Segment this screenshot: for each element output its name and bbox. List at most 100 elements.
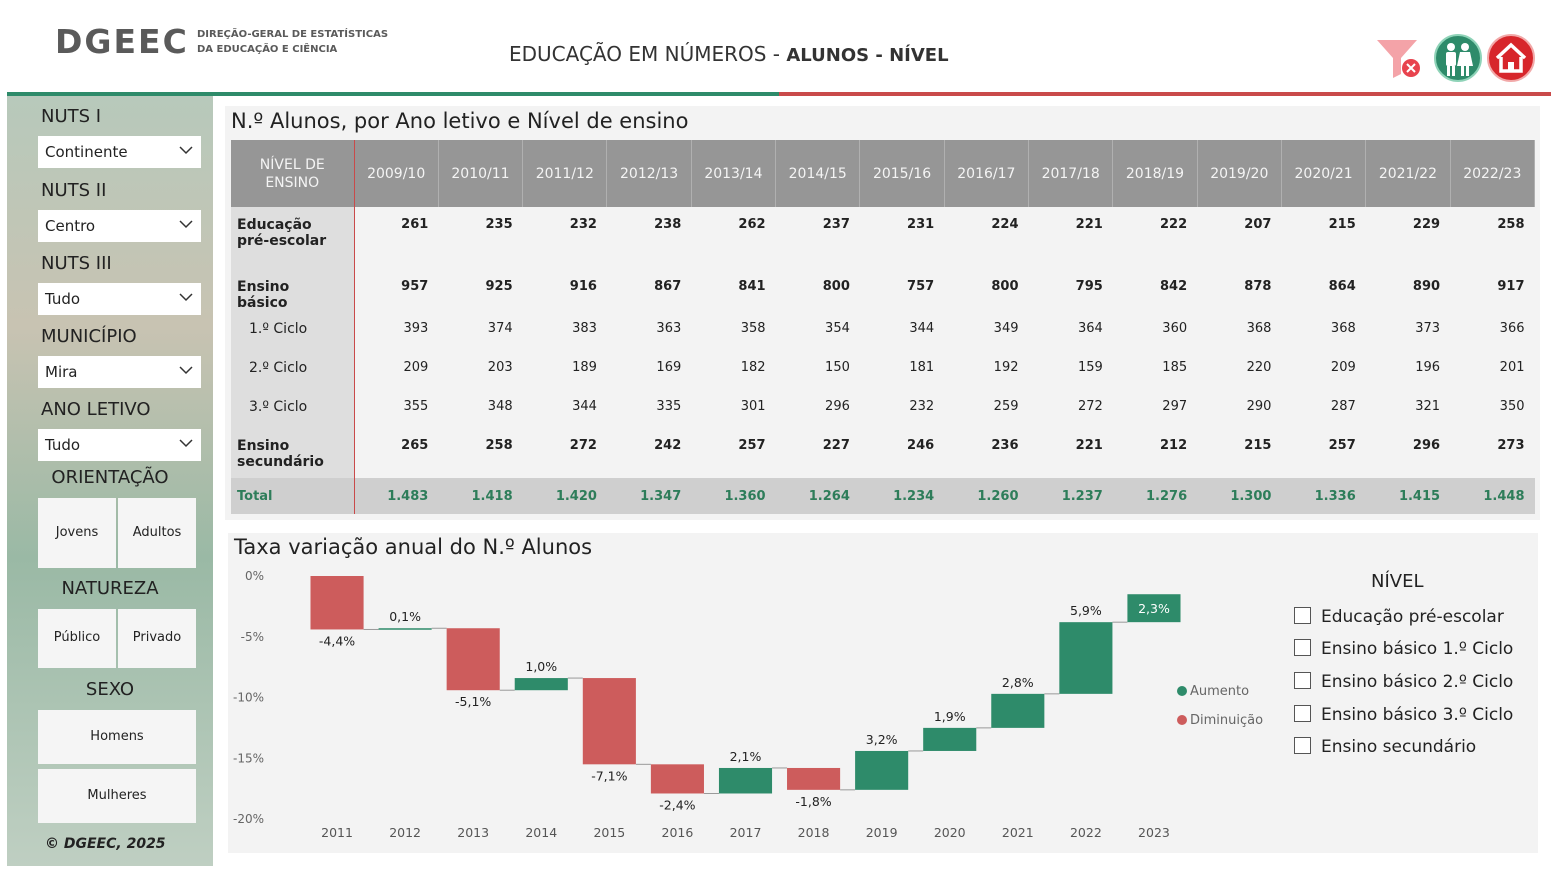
table-cell: 360 (1162, 321, 1188, 336)
nivel-option-basico-1[interactable]: Ensino básico 1.º Ciclo (1294, 639, 1513, 659)
column-header: 2012/13 (606, 140, 692, 207)
people-button[interactable] (1434, 34, 1482, 82)
home-icon (1495, 42, 1527, 73)
nivel-option-pre-escolar[interactable]: Educação pré-escolar (1294, 607, 1504, 627)
table-cell: 212 (1159, 438, 1188, 453)
table-cell: 800 (822, 279, 850, 294)
data-label: -4,4% (319, 633, 355, 648)
clear-filters-button[interactable] (1373, 34, 1421, 82)
table-cell: 196 (1415, 360, 1441, 375)
table-cell: 368 (1246, 321, 1272, 336)
nivel-option-basico-3[interactable]: Ensino básico 3.º Ciclo (1294, 705, 1513, 725)
ano-letivo-selected: Tudo (45, 436, 81, 454)
table-cell: 890 (1412, 279, 1441, 294)
row-header: 2.º Ciclo (231, 350, 355, 389)
legend-marker-decrease (1177, 715, 1187, 725)
page-title: EDUCAÇÃO EM NÚMEROS - ALUNOS - NÍVEL (509, 42, 949, 66)
data-label: 1,0% (525, 659, 557, 674)
table-cell: 297 (1162, 399, 1188, 414)
filter-sidebar: NUTS I Continente NUTS II Centro NUTS II… (7, 96, 213, 866)
table-cell: 261 (401, 217, 429, 232)
y-tick-label: -5% (241, 630, 264, 644)
table-cell: 364 (1077, 321, 1103, 336)
table-cell: 1.420 (522, 478, 607, 514)
table-cell: 1.415 (1365, 478, 1451, 514)
table-cell: 1.264 (775, 478, 860, 514)
nivel-option-secundario[interactable]: Ensino secundário (1294, 737, 1476, 757)
nivel-option-basico-2[interactable]: Ensino básico 2.º Ciclo (1294, 672, 1513, 692)
table-cell: 246 (907, 438, 935, 453)
table-cell: 916 (569, 279, 597, 294)
nuts3-label: NUTS III (41, 253, 112, 274)
table-cell: 215 (1328, 217, 1356, 232)
checkbox[interactable] (1294, 672, 1311, 689)
waterfall-bar (991, 693, 1045, 728)
nuts2-dropdown[interactable]: Centro (38, 210, 201, 242)
table-cell: 227 (822, 438, 850, 453)
table-cell: 185 (1162, 360, 1188, 375)
waterfall-bar (1059, 622, 1113, 694)
checkbox[interactable] (1294, 639, 1311, 656)
chevron-down-icon (179, 293, 193, 302)
table-cell: 393 (403, 321, 429, 336)
table-cell: 350 (1499, 399, 1525, 414)
column-header: 2014/15 (775, 140, 861, 207)
table-cell: 262 (738, 217, 766, 232)
municipio-value: Mira (45, 363, 78, 381)
legend-marker-increase (1177, 686, 1187, 696)
orientacao-jovens-button[interactable]: Jovens (38, 498, 116, 568)
header: DGEEC DIREÇÃO-GERAL DE ESTATÍSTICAS DA E… (7, 0, 1551, 92)
natureza-privado-button[interactable]: Privado (118, 609, 196, 668)
nuts1-label: NUTS I (41, 106, 102, 127)
table-cell: 349 (993, 321, 1019, 336)
ano-letivo-dropdown[interactable]: Tudo (38, 429, 201, 461)
table-cell: 290 (1246, 399, 1272, 414)
checkbox[interactable] (1294, 705, 1311, 722)
table-cell: 201 (1499, 360, 1525, 375)
table-cell: 1.418 (438, 478, 523, 514)
table-cell: 335 (656, 399, 682, 414)
checkbox[interactable] (1294, 737, 1311, 754)
sexo-homens-button[interactable]: Homens (38, 710, 196, 764)
nuts1-dropdown[interactable]: Continente (38, 136, 201, 168)
table-cell: 296 (1412, 438, 1441, 453)
orientacao-adultos-button[interactable]: Adultos (118, 498, 196, 568)
y-tick-label: -20% (233, 812, 264, 826)
table-title: N.º Alunos, por Ano letivo e Nível de en… (231, 109, 689, 133)
waterfall-bar (310, 576, 364, 630)
x-tick-label: 2020 (934, 825, 966, 840)
nuts3-dropdown[interactable]: Tudo (38, 283, 201, 315)
nivel-option-label: Ensino básico 1.º Ciclo (1321, 639, 1514, 659)
nuts2-label: NUTS II (41, 180, 107, 201)
x-tick-label: 2013 (457, 825, 489, 840)
table-row: 2.º Ciclo 209 203 189 169 182 150 181 192 159 185 2… (231, 350, 1535, 389)
municipio-dropdown[interactable]: Mira (38, 356, 201, 388)
sexo-mulheres-button[interactable]: Mulheres (38, 769, 196, 823)
table-cell: 159 (1077, 360, 1103, 375)
page-title-main: EDUCAÇÃO EM NÚMEROS - (509, 42, 787, 66)
table-row: Total 1.483 1.418 1.420 1.347 1.360 1.264 1.234… (231, 478, 1535, 514)
home-button[interactable] (1487, 34, 1535, 82)
corner-header-line-1: NÍVEL DE (259, 156, 325, 173)
y-tick-label: -10% (233, 691, 264, 705)
nuts2-value: Centro (45, 217, 96, 235)
table-row: Ensino secundário 265 258 272 242 257 227 246 23… (231, 428, 1535, 478)
checkbox[interactable] (1294, 607, 1311, 624)
table-cell: 348 (487, 399, 513, 414)
row-header: Total (231, 478, 355, 514)
nivel-option-label: Educação pré-escolar (1321, 607, 1504, 627)
table-cell: 169 (656, 360, 682, 375)
header-divider (7, 92, 1551, 96)
chevron-down-icon (179, 146, 193, 155)
table-cell: 272 (1077, 399, 1103, 414)
table-cell: 301 (740, 399, 766, 414)
table-cell: 189 (572, 360, 597, 375)
x-tick-label: 2016 (662, 825, 694, 840)
column-header: 2016/17 (944, 140, 1030, 207)
natureza-publico-button[interactable]: Público (38, 609, 116, 668)
table-cell: 321 (1415, 399, 1441, 414)
table-cell: 867 (654, 279, 682, 294)
nivel-slicer: NÍVEL Educação pré-escolar Ensino básico… (1291, 569, 1531, 809)
nivel-title: NÍVEL (1371, 571, 1424, 592)
